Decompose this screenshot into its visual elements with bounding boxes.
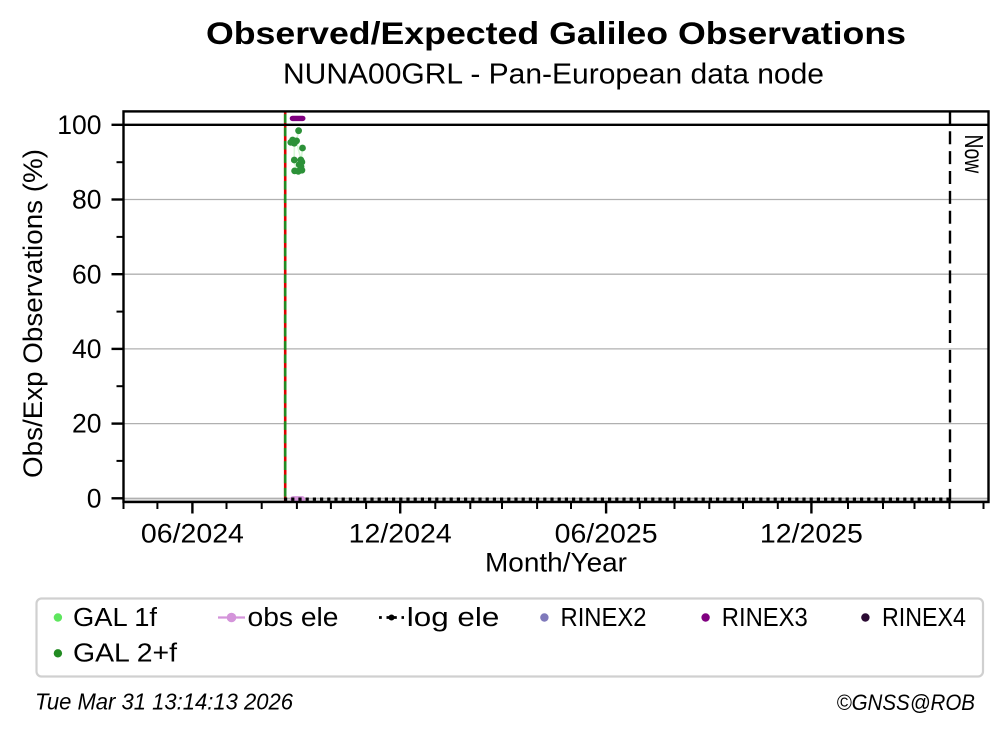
svg-text:100: 100 (57, 110, 101, 140)
svg-text:RINEX2: RINEX2 (561, 604, 647, 632)
svg-text:20: 20 (72, 409, 101, 439)
svg-text:Tue Mar 31 13:14:13 2026: Tue Mar 31 13:14:13 2026 (35, 689, 294, 715)
svg-text:06/2025: 06/2025 (555, 518, 658, 548)
svg-text:RINEX4: RINEX4 (882, 604, 966, 632)
svg-text:0: 0 (87, 483, 102, 513)
svg-text:Now: Now (959, 135, 989, 174)
svg-text:NUNA00GRL - Pan-European data: NUNA00GRL - Pan-European data node (283, 59, 824, 91)
svg-text:06/2024: 06/2024 (141, 518, 244, 548)
svg-text:GAL 2+f: GAL 2+f (73, 640, 178, 668)
svg-text:Observed/Expected Galileo Obse: Observed/Expected Galileo Observations (206, 15, 906, 51)
svg-text:log ele: log ele (407, 604, 500, 632)
svg-text:Obs/Exp Observations (%): Obs/Exp Observations (%) (18, 149, 48, 478)
svg-text:12/2025: 12/2025 (760, 518, 863, 548)
svg-text:Month/Year: Month/Year (485, 548, 627, 578)
svg-text:60: 60 (72, 259, 101, 289)
svg-text:80: 80 (72, 185, 101, 215)
svg-text:12/2024: 12/2024 (349, 518, 452, 548)
svg-text:©GNSS@ROB: ©GNSS@ROB (837, 690, 976, 715)
svg-text:GAL 1f: GAL 1f (73, 604, 158, 632)
svg-text:40: 40 (72, 334, 101, 364)
svg-text:RINEX3: RINEX3 (722, 604, 808, 632)
svg-text:obs ele: obs ele (248, 604, 339, 632)
